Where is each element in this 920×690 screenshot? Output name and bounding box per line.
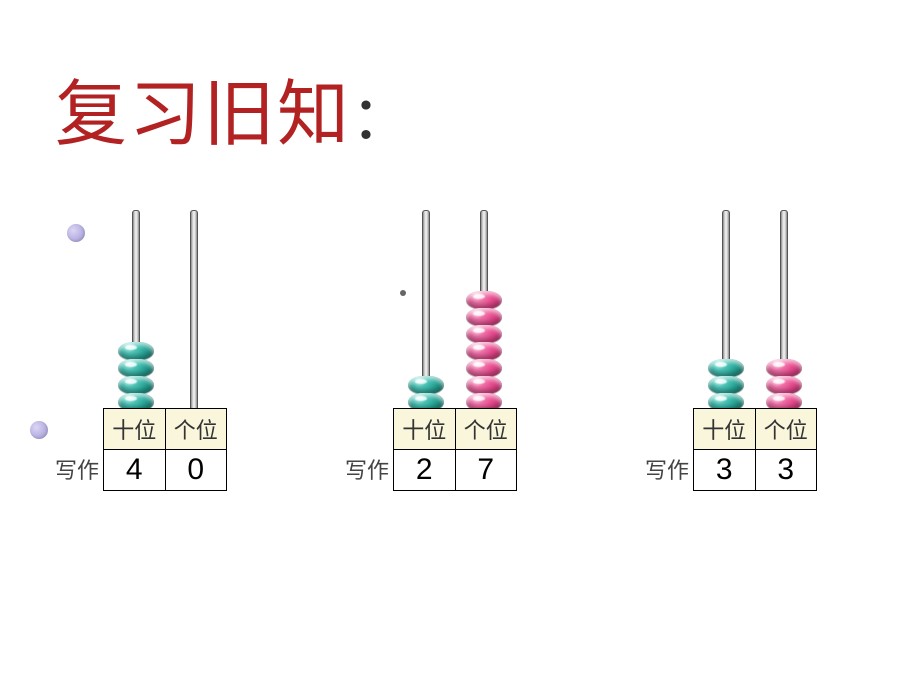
- header-ones: 个位: [455, 409, 517, 450]
- abacus: 写作十位个位40: [50, 210, 280, 491]
- rod-ones: [780, 210, 788, 412]
- rod-ones: [190, 210, 198, 412]
- bead: [466, 308, 502, 326]
- header-tens: 十位: [694, 409, 756, 450]
- title-colon: ：: [351, 86, 413, 152]
- abacus: 写作十位个位27: [340, 210, 570, 491]
- header-tens: 十位: [104, 409, 166, 450]
- write-label: 写作: [645, 453, 689, 485]
- header-ones: 个位: [755, 409, 817, 450]
- place-value-table: 写作十位个位33: [693, 408, 817, 491]
- bead: [766, 376, 802, 394]
- rods: [640, 210, 870, 410]
- beads-ones: [466, 292, 502, 411]
- bead: [466, 376, 502, 394]
- page-title: 复习旧知：: [55, 55, 413, 160]
- digit-tens: 4: [104, 450, 166, 491]
- digit-ones: 0: [165, 450, 227, 491]
- digit-ones: 7: [455, 450, 517, 491]
- bead: [118, 359, 154, 377]
- bead: [466, 291, 502, 309]
- place-value-table: 写作十位个位27: [393, 408, 517, 491]
- rod-ones: [480, 210, 488, 412]
- bead: [708, 376, 744, 394]
- rods: [50, 210, 280, 410]
- digit-tens: 2: [394, 450, 456, 491]
- bead: [118, 342, 154, 360]
- bead: [466, 325, 502, 343]
- bead: [466, 359, 502, 377]
- beads-tens: [408, 377, 444, 411]
- write-label: 写作: [55, 453, 99, 485]
- abacus: 写作十位个位33: [640, 210, 870, 491]
- beads-tens: [708, 360, 744, 411]
- bead: [408, 376, 444, 394]
- bead: [118, 376, 154, 394]
- place-value-table: 写作十位个位40: [103, 408, 227, 491]
- bead: [766, 359, 802, 377]
- decorative-dot: [400, 290, 406, 296]
- digit-tens: 3: [694, 450, 756, 491]
- header-ones: 个位: [165, 409, 227, 450]
- bullet-marker: [30, 421, 48, 439]
- bead: [708, 359, 744, 377]
- header-tens: 十位: [394, 409, 456, 450]
- beads-tens: [118, 343, 154, 411]
- beads-ones: [766, 360, 802, 411]
- rod-tens: [132, 210, 140, 412]
- bead: [466, 342, 502, 360]
- title-text: 复习旧知: [55, 75, 351, 155]
- rod-tens: [422, 210, 430, 412]
- write-label: 写作: [345, 453, 389, 485]
- rod-tens: [722, 210, 730, 412]
- digit-ones: 3: [755, 450, 817, 491]
- rods: [340, 210, 570, 410]
